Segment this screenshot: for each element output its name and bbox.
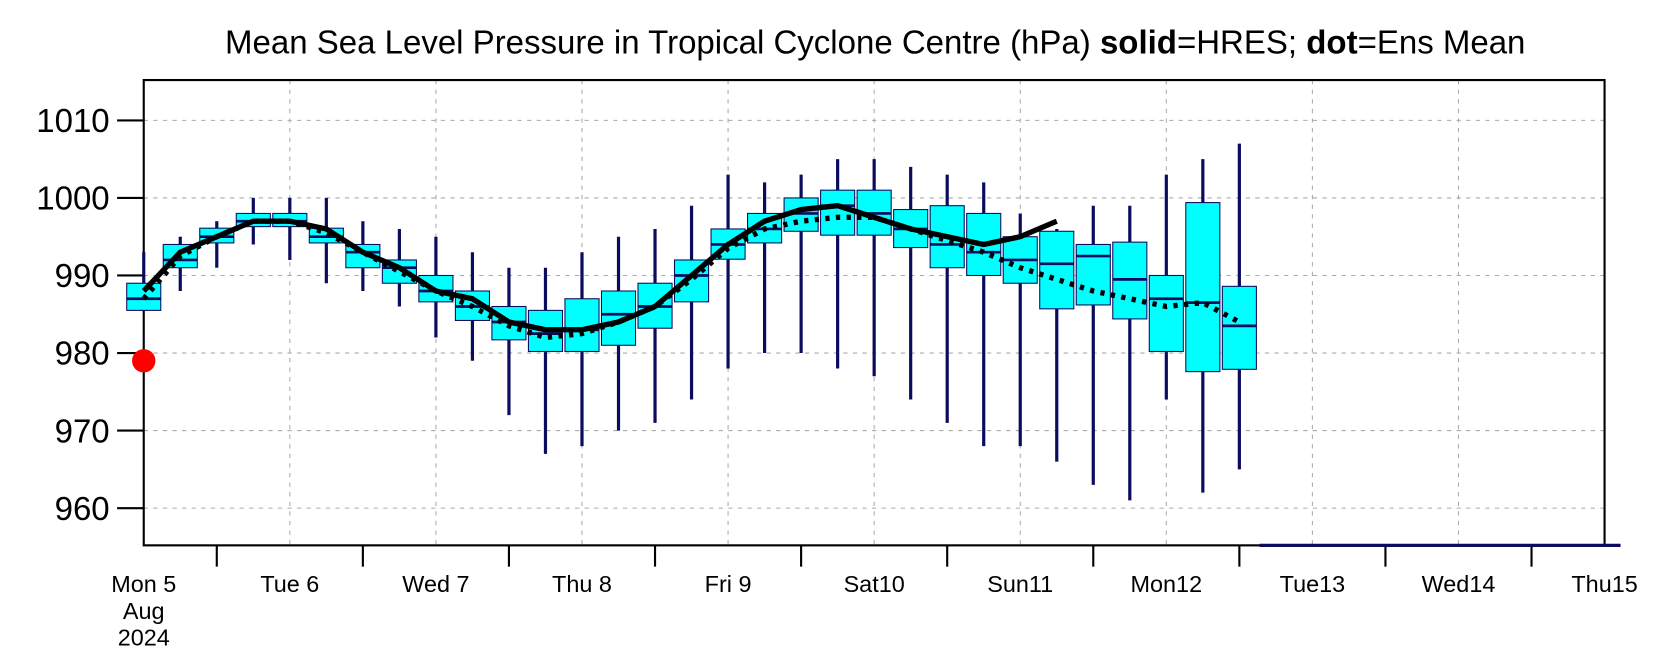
x-tick-label: Wed14 — [1422, 571, 1496, 597]
y-tick-label: 960 — [55, 490, 110, 527]
title-part: dot — [1306, 23, 1357, 60]
x-tick-label: Thu15 — [1571, 571, 1637, 597]
box — [820, 189, 856, 236]
title-part: solid — [1100, 23, 1177, 60]
x-date-label: Aug — [123, 598, 165, 624]
x-tick-label: Tue13 — [1280, 571, 1346, 597]
box — [1075, 243, 1111, 306]
title-part: Mean Sea Level Pressure in Tropical Cycl… — [225, 23, 1100, 60]
box — [1221, 285, 1257, 370]
box — [418, 274, 454, 303]
x-date-label: 2024 — [118, 624, 170, 650]
y-tick-label: 970 — [55, 412, 110, 449]
x-tick-label: Sat10 — [844, 571, 905, 597]
y-tick-label: 980 — [55, 335, 110, 372]
chart-title: Mean Sea Level Pressure in Tropical Cycl… — [225, 23, 1525, 60]
x-tick-label: Wed 7 — [402, 571, 469, 597]
x-tick-label: Fri 9 — [705, 571, 752, 597]
x-tick-label: Mon12 — [1131, 571, 1203, 597]
x-tick-label: Mon 5 — [111, 571, 176, 597]
x-tick-label: Tue 6 — [260, 571, 319, 597]
analysis-point — [132, 349, 156, 373]
title-part: =Ens Mean — [1358, 23, 1526, 60]
x-tick-label: Sun11 — [987, 571, 1053, 597]
y-tick-label: 1000 — [36, 180, 109, 217]
y-tick-label: 1010 — [36, 102, 109, 139]
box — [1148, 274, 1184, 353]
x-tick-label: Thu 8 — [552, 571, 612, 597]
y-tick-label: 990 — [55, 257, 110, 294]
box — [1185, 202, 1221, 373]
plot-frame — [142, 78, 1606, 547]
box — [1039, 230, 1075, 310]
title-part: =HRES; — [1177, 23, 1306, 60]
